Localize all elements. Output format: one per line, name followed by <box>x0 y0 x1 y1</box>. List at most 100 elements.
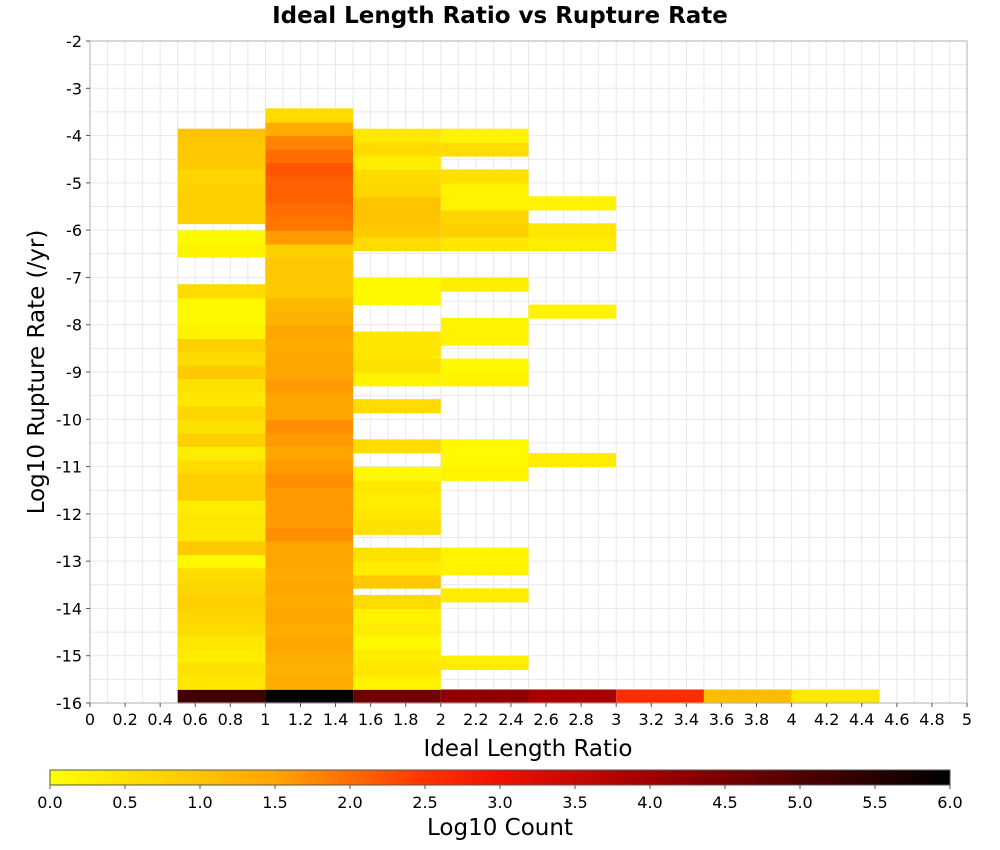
heatmap-cell <box>440 655 529 671</box>
heatmap-cell <box>616 689 704 704</box>
heatmap-cell <box>177 648 266 663</box>
colorbar-tick-label: 4.5 <box>712 793 737 812</box>
heatmap-cell <box>353 480 441 495</box>
x-tick-label: 0.2 <box>112 710 137 729</box>
heatmap-cell <box>353 155 441 170</box>
heatmap-cell <box>440 183 529 198</box>
heatmap-cell <box>177 210 266 225</box>
heatmap-cell <box>353 608 441 623</box>
heatmap-cell <box>528 196 617 211</box>
heatmap-cell <box>440 277 529 292</box>
heatmap-cell <box>440 466 529 481</box>
colorbar-tick-label: 3.0 <box>487 793 512 812</box>
x-tick-label: 1.4 <box>323 710 348 729</box>
y-tick-label: -10 <box>56 410 82 429</box>
heatmap-cell <box>440 223 529 238</box>
heatmap-cell <box>440 453 529 468</box>
heatmap-cell <box>440 547 529 562</box>
heatmap-cell <box>440 588 529 603</box>
heatmap-cell <box>353 506 441 522</box>
heatmap-cell <box>177 365 266 380</box>
y-tick-label: -13 <box>56 552 82 571</box>
heatmap-cell <box>353 493 441 508</box>
heatmap-cell <box>177 594 266 610</box>
heatmap-cell <box>353 648 441 663</box>
heatmap-cell <box>440 331 529 346</box>
heatmap-cell <box>265 175 354 191</box>
y-tick-label: -6 <box>66 221 82 240</box>
heatmap-cell <box>177 662 266 677</box>
x-tick-label: 4.6 <box>884 710 909 729</box>
heatmap-cell <box>528 689 617 704</box>
heatmap-cell <box>353 169 441 184</box>
heatmap-cell <box>265 351 354 366</box>
heatmap-cell <box>265 189 354 204</box>
heatmap-cell <box>265 527 354 542</box>
heatmap-cell <box>440 236 529 252</box>
heatmap-cell <box>265 514 354 529</box>
y-tick-label: -11 <box>56 458 82 477</box>
heatmap-cell <box>265 689 354 704</box>
heatmap-cell <box>177 128 266 143</box>
heatmap-cell <box>440 142 529 157</box>
y-tick-label: -5 <box>66 174 82 193</box>
heatmap-cell <box>177 297 266 312</box>
x-tick-label: 4 <box>787 710 797 729</box>
chart-title: Ideal Length Ratio vs Rupture Rate <box>272 3 728 29</box>
x-tick-label: 2.8 <box>568 710 593 729</box>
heatmap-cell <box>177 635 266 650</box>
heatmap-cell <box>177 378 266 393</box>
heatmap-cell <box>265 581 354 596</box>
heatmap-cell <box>265 324 354 340</box>
colorbar-tick-label: 6.0 <box>937 793 962 812</box>
x-axis-label: Ideal Length Ratio <box>423 736 632 762</box>
heatmap-cell <box>528 453 617 468</box>
x-tick-label: 4.2 <box>814 710 839 729</box>
heatmap-cell <box>440 169 529 184</box>
heatmap-cell <box>177 169 266 184</box>
heatmap-cell <box>265 608 354 623</box>
heatmap-cell <box>177 621 266 636</box>
heatmap-cell <box>177 155 266 170</box>
heatmap-cell <box>265 446 354 461</box>
colorbar-tick-label: 5.5 <box>862 793 887 812</box>
heatmap-cell <box>177 554 266 569</box>
heatmap-cell <box>353 675 441 690</box>
heatmap-cell <box>265 202 354 218</box>
heatmap-cell <box>265 486 354 501</box>
y-tick-label: -8 <box>66 316 82 335</box>
heatmap-cell <box>177 500 266 515</box>
heatmap-cell <box>177 541 266 556</box>
heatmap-cell <box>528 304 617 319</box>
x-tick-label: 2.6 <box>533 710 558 729</box>
heatmap-cell <box>265 365 354 380</box>
heatmap-cell <box>177 432 266 447</box>
x-tick-label: 0.4 <box>147 710 172 729</box>
heatmap-cell <box>528 236 617 252</box>
y-tick-label: -16 <box>56 694 82 713</box>
colorbar-tick-label: 4.0 <box>637 793 662 812</box>
colorbar <box>49 769 951 786</box>
heatmap-cell <box>265 135 354 150</box>
heatmap-cell <box>353 358 441 373</box>
x-tick-label: 2.2 <box>463 710 488 729</box>
heatmap-cell <box>265 594 354 610</box>
heatmap-cell <box>353 466 441 481</box>
heatmap-cell <box>177 142 266 157</box>
x-tick-label: 2.4 <box>498 710 523 729</box>
heatmap-cell <box>177 527 266 542</box>
y-tick-label: -4 <box>66 127 82 146</box>
heatmap-cell <box>265 635 354 650</box>
heatmap-cell <box>265 500 354 515</box>
heatmap-cell <box>353 196 441 211</box>
heatmap-cell <box>353 547 441 562</box>
x-tick-label: 2 <box>436 710 446 729</box>
x-tick-label: 0.6 <box>183 710 208 729</box>
heatmap-cell <box>177 567 266 583</box>
heatmap-cell <box>528 223 617 238</box>
heatmap-cell <box>177 486 266 501</box>
heatmap-cell <box>265 432 354 447</box>
heatmap-cell <box>353 621 441 636</box>
x-tick-label: 3.4 <box>674 710 699 729</box>
heatmap-cell <box>440 689 529 704</box>
